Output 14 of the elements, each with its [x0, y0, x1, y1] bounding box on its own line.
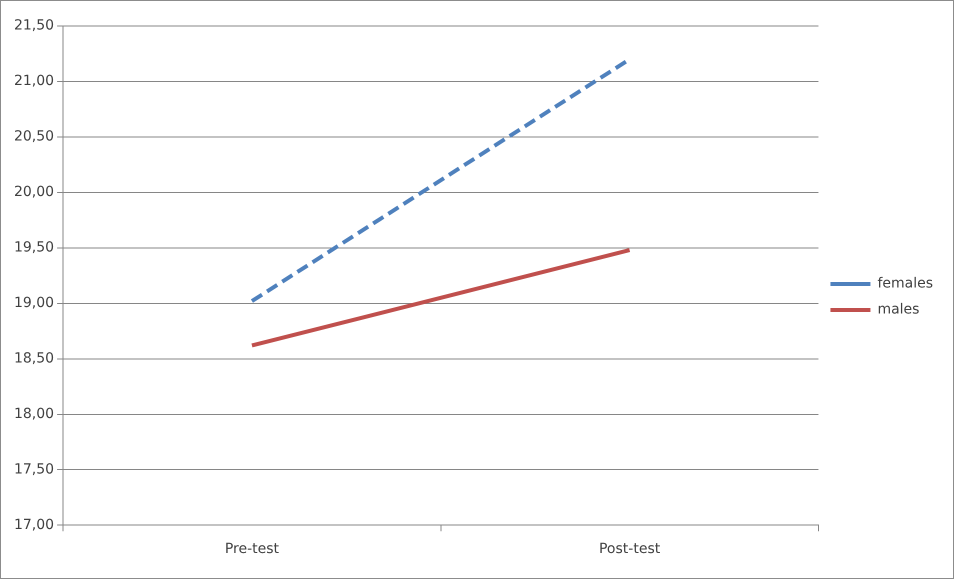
- y-tick-label: 21,50: [14, 18, 54, 34]
- y-tick-label: 17,00: [14, 516, 54, 533]
- y-tick-label: 21,00: [14, 73, 54, 90]
- y-tick-label: 19,00: [14, 294, 54, 311]
- legend-label: males: [877, 302, 920, 318]
- y-tick-label: 19,50: [14, 240, 54, 256]
- x-tick-label: Post-test: [598, 541, 661, 558]
- y-tick-label: 17,50: [14, 461, 54, 478]
- y-tick-label: 18,00: [14, 406, 54, 422]
- x-tick-label: Pre-test: [224, 541, 280, 558]
- legend-label: females: [877, 276, 934, 292]
- y-tick-label: 20,50: [14, 128, 54, 145]
- y-tick-label: 20,00: [14, 184, 54, 200]
- y-tick-label: 18,50: [14, 350, 54, 366]
